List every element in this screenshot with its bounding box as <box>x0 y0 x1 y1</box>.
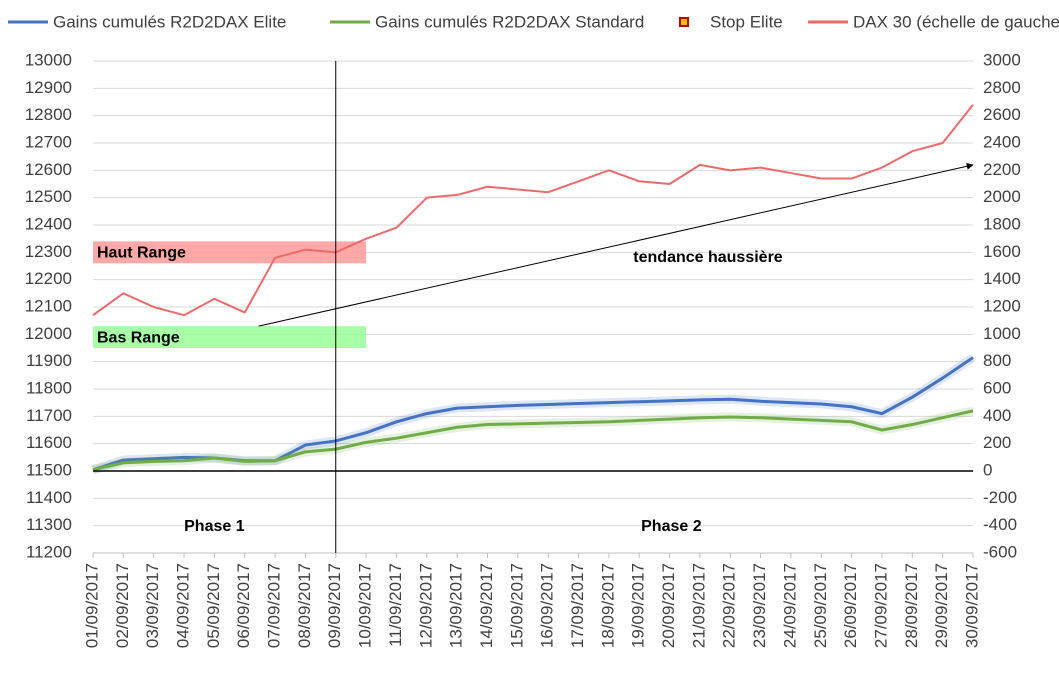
x-tick-label: 16/09/2017 <box>538 563 557 648</box>
x-tick-label: 10/09/2017 <box>356 563 375 648</box>
legend-marker <box>679 17 689 27</box>
x-tick-label: 30/09/2017 <box>962 563 981 648</box>
legend: Gains cumulés R2D2DAX Elite Gains cumulés… <box>8 12 1059 31</box>
x-tick-label: 24/09/2017 <box>780 563 799 648</box>
trend-label: tendance haussière <box>633 249 783 266</box>
x-tick-label: 05/09/2017 <box>204 563 223 648</box>
x-tick-label: 01/09/2017 <box>82 563 101 648</box>
y-tick-label: 11300 <box>26 515 72 534</box>
y-tick-label: 13000 <box>25 50 72 69</box>
y2-tick-label: 200 <box>983 433 1011 452</box>
x-tick-label: 13/09/2017 <box>447 563 466 648</box>
bands: Haut Range Bas Range <box>93 241 367 348</box>
x-tick-label: 07/09/2017 <box>265 563 284 648</box>
y-tick-label: 11900 <box>26 351 72 370</box>
y-tick-label: 12500 <box>25 187 72 206</box>
y-tick-label: 12800 <box>25 105 72 124</box>
y2-tick-label: -600 <box>983 542 1017 561</box>
y2-tick-label: 3000 <box>983 50 1021 69</box>
band-label: Bas Range <box>97 329 180 346</box>
band-label: Haut Range <box>97 245 186 262</box>
x-tick-label: 12/09/2017 <box>416 563 435 648</box>
legend-label: DAX 30 (échelle de gauche) <box>853 12 1059 31</box>
series-line <box>92 409 974 472</box>
y2-tick-label: 0 <box>983 460 992 479</box>
y-tick-label: 11500 <box>26 460 72 479</box>
series-glow <box>91 353 976 474</box>
x-tick-label: 15/09/2017 <box>507 563 526 648</box>
x-tick-label: 25/09/2017 <box>811 563 830 648</box>
y2-tick-label: 1400 <box>983 269 1021 288</box>
y-tick-label: 12100 <box>25 296 72 315</box>
y-tick-label: 11700 <box>26 406 72 425</box>
y-tick-label: 11400 <box>26 488 72 507</box>
y2-tick-label: 1800 <box>983 214 1021 233</box>
y-tick-label: 12200 <box>25 269 72 288</box>
x-tick-label: 06/09/2017 <box>234 563 253 648</box>
x-tick-label: 02/09/2017 <box>113 563 132 648</box>
series-line <box>92 356 974 472</box>
y-tick-label: 11200 <box>26 542 72 561</box>
x-tick-label: 26/09/2017 <box>841 563 860 648</box>
trend-arrow <box>258 162 974 327</box>
x-tick-label: 27/09/2017 <box>871 563 890 648</box>
x-tick-label: 21/09/2017 <box>689 563 708 648</box>
phase-label: Phase 1 <box>184 518 245 535</box>
y-tick-label: 12400 <box>25 214 72 233</box>
series-glow <box>92 406 974 475</box>
y2-tick-label: 2400 <box>983 132 1021 151</box>
x-tick-label: 29/09/2017 <box>932 563 951 648</box>
y2-tick-label: 1200 <box>983 296 1021 315</box>
y-tick-label: 12700 <box>25 132 72 151</box>
y-tick-label: 12900 <box>25 78 72 97</box>
x-tick-label: 22/09/2017 <box>720 563 739 648</box>
x-tick-label: 18/09/2017 <box>598 563 617 648</box>
x-tick-label: 19/09/2017 <box>629 563 648 648</box>
x-tick-label: 08/09/2017 <box>295 563 314 648</box>
x-tick-label: 17/09/2017 <box>568 563 587 648</box>
y2-tick-label: 1600 <box>983 242 1021 261</box>
x-tick-label: 09/09/2017 <box>325 563 344 648</box>
y2-tick-label: 600 <box>983 378 1011 397</box>
y2-tick-label: 2600 <box>983 105 1021 124</box>
axes: 11200 11300 11400 11500 11600 11700 11800 11900… <box>25 50 1021 648</box>
range-band <box>93 326 367 348</box>
x-tick-label: 20/09/2017 <box>659 563 678 648</box>
y-tick-label: 12600 <box>25 160 72 179</box>
y2-tick-label: 800 <box>983 351 1011 370</box>
plot: tendance haussière <box>91 104 976 475</box>
y-tick-label: 11600 <box>26 433 72 452</box>
y-tick-label: 11800 <box>26 378 72 397</box>
x-tick-label: 23/09/2017 <box>750 563 769 648</box>
legend-label: Gains cumulés R2D2DAX Standard <box>375 12 644 31</box>
range-band <box>93 241 367 264</box>
x-tick-label: 28/09/2017 <box>902 563 921 648</box>
x-tick-label: 14/09/2017 <box>477 563 496 648</box>
series-line <box>92 104 974 317</box>
y2-tick-label: 2800 <box>983 78 1021 97</box>
y2-tick-label: 2200 <box>983 160 1021 179</box>
grid <box>93 60 973 554</box>
x-tick-label: 03/09/2017 <box>143 563 162 648</box>
y2-tick-label: 2000 <box>983 187 1021 206</box>
y2-tick-label: -200 <box>983 488 1017 507</box>
phase-label: Phase 2 <box>641 518 702 535</box>
y2-tick-label: 400 <box>983 406 1011 425</box>
legend-label: Gains cumulés R2D2DAX Elite <box>53 12 286 31</box>
y-tick-label: 12300 <box>25 242 72 261</box>
y2-tick-label: 1000 <box>983 324 1021 343</box>
legend-label: Stop Elite <box>710 12 783 31</box>
y-tick-label: 12000 <box>25 324 72 343</box>
x-tick-label: 04/09/2017 <box>174 563 193 648</box>
x-tick-label: 11/09/2017 <box>386 563 405 647</box>
y2-tick-label: -400 <box>983 515 1017 534</box>
